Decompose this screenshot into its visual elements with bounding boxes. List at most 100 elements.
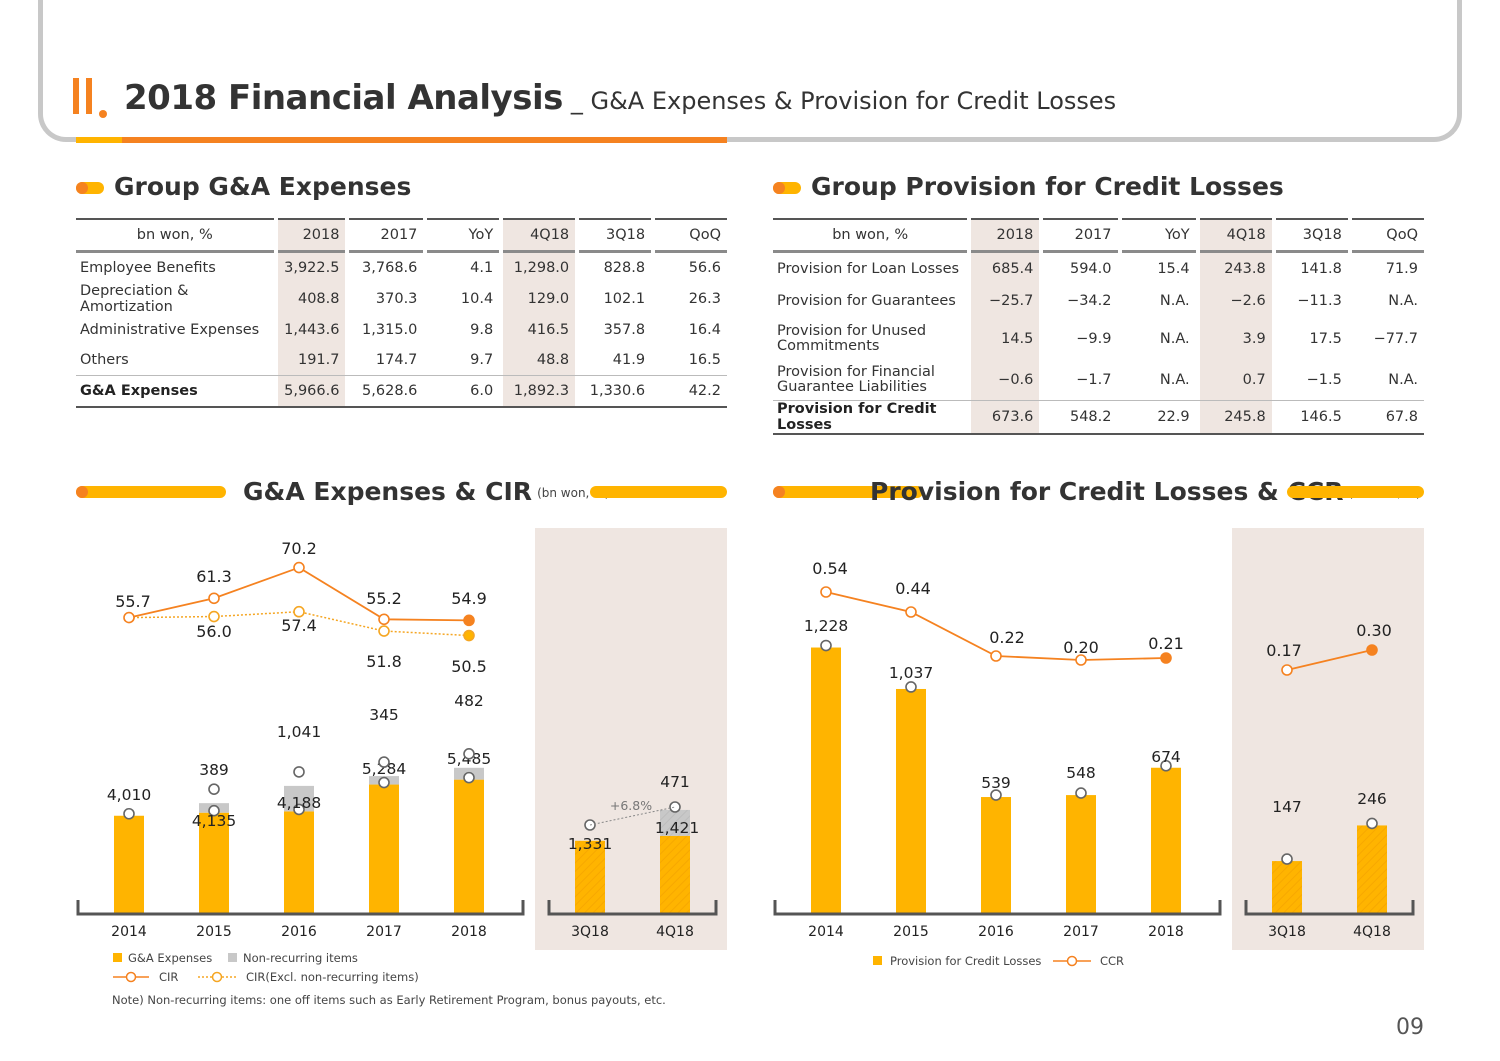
table-cell: 548.2 [1043,400,1118,435]
cir-value-label: 61.3 [196,567,232,586]
table-cell: 14.5 [971,318,1040,360]
ga-bar [284,811,314,914]
legend-label: Provision for Credit Losses [890,954,1041,968]
x-tick-label: 2015 [893,924,929,940]
table-cell: 9.8 [470,322,494,338]
table-cell: 16.4 [688,322,721,338]
table-cell: 71.9 [1385,260,1418,277]
pcl-marker [1075,787,1087,799]
table-cell: N.A. [1388,372,1418,388]
table-cell: 41.9 [612,352,646,368]
x-tick-label: 2015 [196,924,232,940]
ga-marker [378,776,390,789]
table-cell: 22.9 [1121,400,1196,435]
table-cell: 673.6 [971,400,1040,435]
table-cell: −1.5 [1306,372,1342,388]
ga-value-label: 4,135 [192,812,236,830]
header-frame [38,0,1462,142]
table-cell: −77.7 [1373,331,1418,347]
growth-annotation: +6.8% [610,798,652,813]
pcl-bar-quarterly [1357,825,1387,914]
table-cell: 6.0 [427,375,500,408]
ccr-line-quarterly [1286,649,1373,671]
ga-bar [454,779,484,914]
legend-label: CIR [159,970,178,984]
pcl-section-title: Group Provision for Credit Losses [811,172,1284,201]
nonrecurring-marker [208,783,220,795]
legend-label: CCR [1100,954,1124,968]
x-tick-label: 2017 [366,924,402,940]
ga-section-title: Group G&A Expenses [114,172,412,201]
table-cell: 141.8 [1300,260,1342,277]
pcl-value-label: 539 [981,774,1011,792]
table-cell: −34.2 [1067,293,1112,309]
row-label: Provision for Financial Guarantee Liabil… [777,364,935,395]
ga-marker [293,803,305,816]
pcl-ccr-chart: Provision for Credit Losses & CCR(bn won… [773,477,1424,968]
page-number: 09 [1396,1015,1424,1040]
col-header: 4Q18 [1199,218,1272,253]
axis-bracket [1244,900,1415,916]
header-underline-accent [76,137,122,143]
page-subtitle: _ G&A Expenses & Provision for Credit Lo… [570,87,1117,115]
cir-excl-line [128,610,470,637]
col-header: QoQ [1351,218,1424,253]
cir-marker [378,613,390,626]
pcl-value-label: 1,228 [804,617,848,635]
ccr-marker [905,606,917,618]
table-cell: 1,892.3 [503,375,576,408]
pcl-bar [981,797,1011,914]
cir-excl-value-label: 51.8 [366,652,402,671]
row-label: Provision for Guarantees [777,293,956,309]
quarterly-shade [535,528,727,950]
table-cell: 15.4 [1157,260,1190,277]
cir-value-label: 70.2 [281,539,317,558]
ga-bar [199,812,229,914]
cir-excl-value-label: 50.5 [451,657,487,676]
ga-marker [123,807,135,820]
title-bar-dot-icon [773,486,785,498]
pcl-marker [1160,759,1172,772]
col-header: 4Q18 [503,218,576,253]
col-header: 3Q18 [1275,218,1348,253]
header-underline [76,137,727,143]
table-cell: −1.7 [1076,372,1112,388]
cir-excl-marker [463,629,475,642]
cir-marker [293,561,305,574]
table-cell: −0.6 [971,360,1040,401]
col-header: 3Q18 [579,218,652,253]
ga-value-label-quarterly: 1,331 [568,835,612,853]
table-total-row: Provision for Credit Losses 673.6 548.2 22.… [773,400,1424,435]
col-header: YoY [427,218,500,253]
table-cell: 416.5 [503,315,576,345]
nonrecurring-value-label: 389 [199,761,229,779]
legend-swatch-nonrecurring [228,953,237,962]
x-tick-label: 3Q18 [571,924,609,940]
row-label: Administrative Expenses [80,322,260,338]
table-cell: 5,966.6 [277,375,346,408]
table-cell: −2.6 [1199,284,1272,318]
cir-excl-marker [293,605,305,618]
col-header: QoQ [655,218,727,253]
ccr-value-label: 0.21 [1148,634,1184,653]
table-cell: 685.4 [971,251,1040,284]
cir-marker [208,592,220,605]
cir-excl-marker [208,610,220,623]
ga-bar-quarterly [575,840,605,914]
legend-marker-ccr [1066,955,1078,967]
legend-marker-cir [125,971,137,983]
table-cell: 174.7 [375,352,418,368]
table-cell: 408.8 [277,283,346,315]
nonrecurring-bar-quarterly [660,809,690,836]
cir-excl-marker [378,625,390,637]
cir-marker [463,614,475,627]
legend-label: G&A Expenses [128,951,212,965]
row-label: G&A Expenses [76,375,274,408]
pcl-marker-quarterly [1366,817,1378,830]
axis-bracket [773,900,1222,916]
row-label: Provision for Loan Losses [777,260,960,277]
table-cell: 191.7 [277,345,346,376]
section-bullet-dot-icon [773,182,785,194]
table-row: Administrative Expenses 1,443.6 1,315.0 9.8… [76,315,727,345]
row-label: Others [80,352,129,368]
